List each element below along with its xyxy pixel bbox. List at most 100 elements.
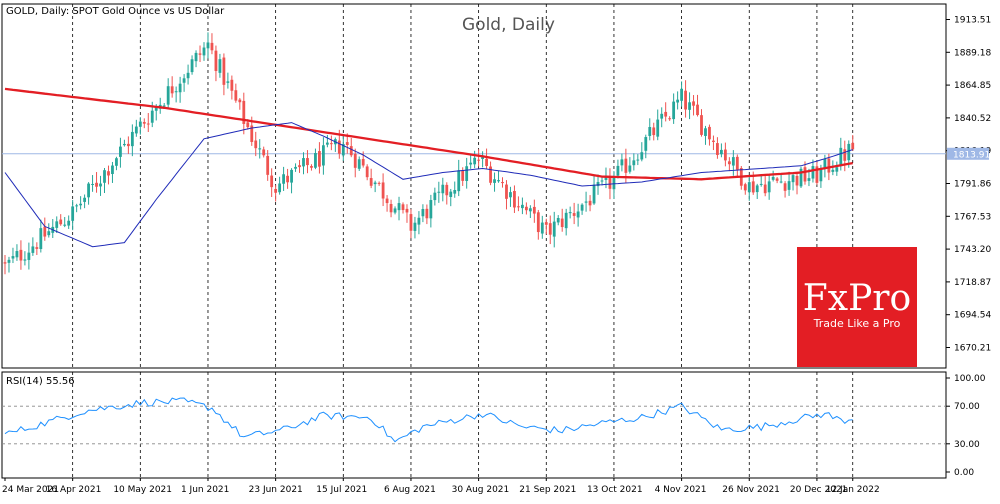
candle-body <box>126 143 130 147</box>
candle-body <box>620 159 624 166</box>
candle-body <box>130 131 134 147</box>
candle-body <box>469 162 473 165</box>
candle-body <box>588 200 592 206</box>
candle-body <box>735 156 739 170</box>
rsi-axis: 100.00 70.00 30.00 0.00 <box>946 374 986 478</box>
candle-body <box>214 50 218 71</box>
candle-body <box>700 115 703 135</box>
candle-body <box>720 149 723 155</box>
candle-body <box>3 262 7 264</box>
candle-body <box>592 184 596 204</box>
x-tick-label: 15 Jul 2021 <box>316 485 367 495</box>
rsi-levels <box>2 405 946 445</box>
candle-body <box>489 166 492 183</box>
candle-body <box>186 72 190 79</box>
candle-body <box>755 185 759 193</box>
candle-body <box>771 176 775 180</box>
candle-body <box>465 166 469 181</box>
candle-body <box>365 166 369 178</box>
candle-body <box>377 182 381 184</box>
candle-body <box>298 165 301 168</box>
candle-body <box>747 182 751 193</box>
candle-body <box>759 183 763 185</box>
candle-body <box>23 259 27 261</box>
candle-body <box>807 178 811 181</box>
candle-body <box>743 184 747 191</box>
candle-body <box>270 175 274 188</box>
candle-body <box>656 119 660 137</box>
candle-body <box>210 42 214 51</box>
candle-body <box>329 143 333 145</box>
candle-body <box>775 178 779 181</box>
x-tick-label: 1 Jun 2021 <box>181 485 229 495</box>
candle-body <box>306 158 309 166</box>
candle-body <box>234 90 238 101</box>
candle-body <box>178 83 182 93</box>
candle-body <box>47 231 51 236</box>
brand-title: FxPro <box>803 278 911 319</box>
candle-body <box>83 197 86 202</box>
candle-body <box>15 251 19 258</box>
candle-body <box>779 181 783 183</box>
candle-body <box>803 167 807 182</box>
candle-body <box>246 122 250 128</box>
candle-body <box>536 212 540 233</box>
x-tick-label: 30 Aug 2021 <box>452 485 510 495</box>
candle-body <box>791 175 795 183</box>
candle-body <box>560 218 564 228</box>
candle-body <box>612 176 616 190</box>
candle-body <box>509 192 512 198</box>
candle-body <box>266 155 270 175</box>
candle-body <box>668 118 672 120</box>
candle-body <box>716 143 719 155</box>
chart-title: Gold, Daily <box>462 15 555 35</box>
candle-body <box>513 190 516 208</box>
x-tick-label: 4 Nov 2021 <box>655 485 707 495</box>
candle-body <box>119 146 122 157</box>
candle-body <box>250 125 254 142</box>
candle-body <box>461 170 465 181</box>
y-tick-label: 1743.20 <box>954 245 991 255</box>
candle-body <box>688 102 691 110</box>
candle-body <box>692 101 695 106</box>
candle-body <box>7 259 11 263</box>
y-tick-label: 100.00 <box>954 374 986 384</box>
candle-body <box>441 184 445 194</box>
candle-body <box>723 149 727 161</box>
rsi-line <box>4 397 853 443</box>
candle-body <box>206 42 210 49</box>
candle-body <box>851 142 855 150</box>
candle-body <box>712 140 715 142</box>
candle-body <box>485 158 488 167</box>
x-tick-label: 12 Jan 2022 <box>826 485 880 495</box>
candle-body <box>596 182 600 187</box>
candle-body <box>314 153 317 168</box>
candle-body <box>67 220 71 226</box>
candle-body <box>556 217 560 223</box>
candle-body <box>138 121 142 127</box>
candle-body <box>708 126 711 140</box>
candle-body <box>652 127 656 136</box>
ma-short-line <box>4 122 853 248</box>
candle-body <box>389 203 393 213</box>
candle-body <box>648 127 652 136</box>
candle-body <box>19 249 23 261</box>
candle-body <box>142 122 146 124</box>
candle-body <box>477 159 481 161</box>
candle-body <box>385 198 389 204</box>
candle-body <box>91 183 94 185</box>
candle-body <box>528 208 532 212</box>
candle-body <box>345 142 349 145</box>
candle-body <box>524 206 528 211</box>
candle-body <box>286 175 289 183</box>
candle-body <box>87 183 90 198</box>
x-tick-label: 13 Oct 2021 <box>587 485 643 495</box>
candle-body <box>373 182 377 185</box>
candle-body <box>628 165 632 172</box>
candle-body <box>357 159 361 169</box>
candle-body <box>381 182 385 199</box>
candle-body <box>501 182 504 184</box>
candle-body <box>731 157 735 166</box>
x-tick-label: 24 Mar 2021 <box>2 485 59 495</box>
